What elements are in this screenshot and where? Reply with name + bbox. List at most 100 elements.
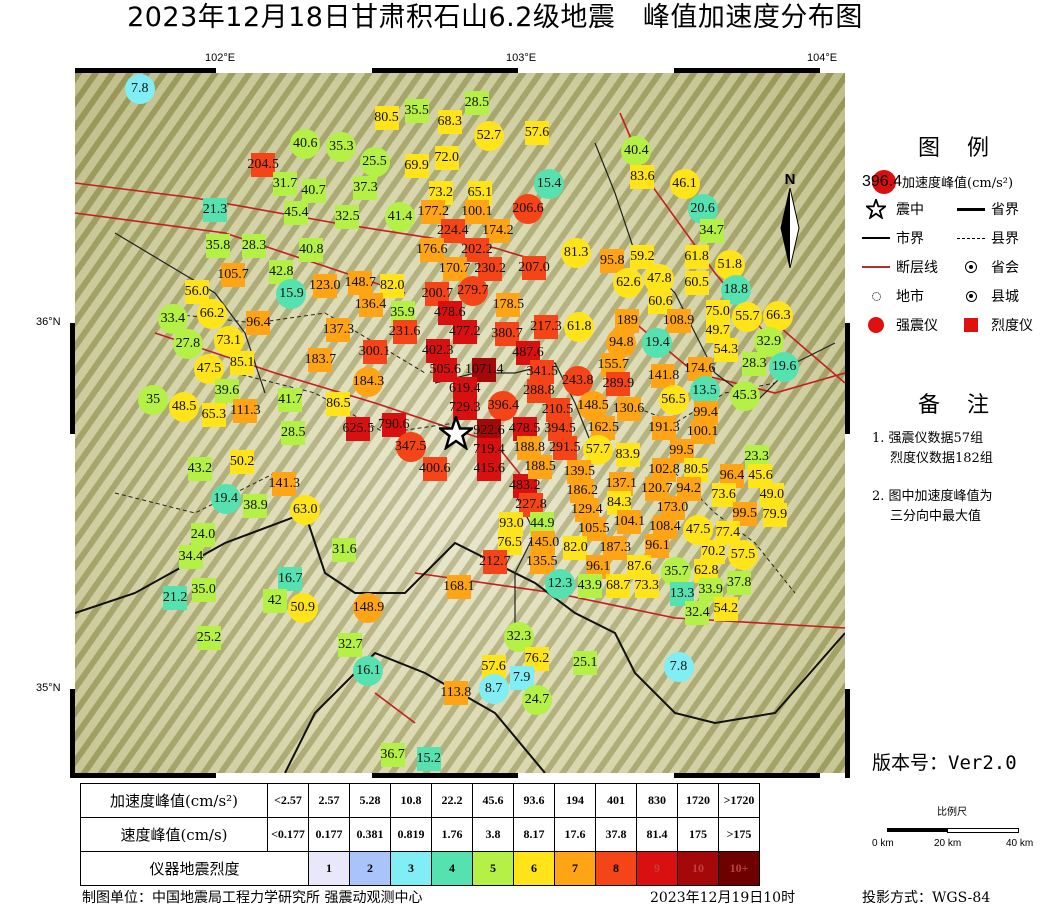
strong-motion-station[interactable]: 12.3 bbox=[544, 569, 575, 600]
intensity-meter-station[interactable]: 95.8 bbox=[600, 248, 625, 273]
intensity-meter-station[interactable]: 80.5 bbox=[374, 106, 399, 131]
strong-motion-station[interactable]: 48.5 bbox=[169, 392, 200, 423]
intensity-meter-station[interactable]: 21.3 bbox=[203, 197, 227, 222]
intensity-meter-station[interactable]: 85.1 bbox=[230, 351, 254, 376]
intensity-meter-station[interactable]: 86.5 bbox=[326, 391, 351, 416]
intensity-meter-station[interactable]: 83.6 bbox=[630, 164, 655, 189]
strong-motion-station[interactable]: 35.3 bbox=[326, 132, 357, 163]
intensity-meter-station[interactable]: 65.3 bbox=[202, 402, 226, 427]
strong-motion-station[interactable]: 7.8 bbox=[663, 652, 694, 683]
intensity-meter-station[interactable]: 37.8 bbox=[727, 570, 751, 595]
intensity-meter-station[interactable]: 36.7 bbox=[380, 742, 405, 767]
strong-motion-station[interactable]: 47.8 bbox=[644, 264, 675, 295]
intensity-meter-station[interactable]: 204.5 bbox=[247, 153, 279, 178]
strong-motion-station[interactable]: 206.6 bbox=[512, 193, 544, 224]
intensity-meter-station[interactable]: 40.7 bbox=[301, 179, 326, 204]
intensity-meter-station[interactable]: 68.3 bbox=[438, 110, 462, 135]
intensity-meter-station[interactable]: 729.3 bbox=[449, 395, 481, 420]
intensity-meter-station[interactable]: 28.5 bbox=[465, 91, 489, 116]
intensity-meter-station[interactable]: 61.8 bbox=[684, 245, 709, 270]
strong-motion-station[interactable]: 50.9 bbox=[287, 593, 318, 624]
strong-motion-station[interactable]: 55.7 bbox=[732, 301, 763, 332]
intensity-meter-station[interactable]: 108.9 bbox=[663, 308, 694, 333]
strong-motion-station[interactable]: 45.3 bbox=[729, 381, 760, 412]
intensity-meter-station[interactable]: 170.7 bbox=[439, 256, 470, 281]
intensity-meter-station[interactable]: 21.2 bbox=[163, 585, 187, 610]
intensity-meter-station[interactable]: 148.7 bbox=[344, 270, 376, 295]
intensity-meter-station[interactable]: 289.9 bbox=[603, 371, 634, 396]
strong-motion-station[interactable]: 8.7 bbox=[478, 674, 509, 705]
intensity-meter-station[interactable]: 174.2 bbox=[482, 218, 514, 243]
intensity-meter-station[interactable]: 32.5 bbox=[335, 204, 360, 229]
intensity-meter-station[interactable]: 35.0 bbox=[191, 578, 216, 603]
intensity-meter-station[interactable]: 224.4 bbox=[437, 218, 469, 243]
strong-motion-station[interactable]: 19.4 bbox=[642, 327, 673, 358]
intensity-meter-station[interactable]: 625.5 bbox=[343, 417, 374, 442]
strong-motion-station[interactable]: 63.0 bbox=[290, 494, 321, 525]
strong-motion-station[interactable]: 347.5 bbox=[395, 432, 426, 463]
intensity-meter-station[interactable]: 105.5 bbox=[578, 516, 610, 541]
intensity-meter-station[interactable]: 790.6 bbox=[378, 413, 410, 438]
intensity-meter-station[interactable]: 69.9 bbox=[404, 153, 429, 178]
strong-motion-station[interactable]: 56.5 bbox=[658, 384, 689, 415]
intensity-meter-station[interactable]: 230.2 bbox=[474, 256, 506, 281]
intensity-meter-station[interactable]: 32.7 bbox=[338, 633, 363, 658]
strong-motion-station[interactable]: 46.1 bbox=[669, 169, 700, 200]
strong-motion-station[interactable]: 62.6 bbox=[613, 267, 644, 298]
strong-motion-station[interactable]: 81.3 bbox=[561, 238, 592, 269]
intensity-meter-station[interactable]: 99.5 bbox=[732, 501, 757, 526]
intensity-meter-station[interactable]: 31.7 bbox=[273, 172, 297, 197]
intensity-meter-station[interactable]: 415.6 bbox=[473, 456, 505, 481]
intensity-meter-station[interactable]: 477.2 bbox=[449, 319, 481, 344]
intensity-meter-station[interactable]: 96.4 bbox=[246, 311, 271, 335]
intensity-meter-station[interactable]: 40.8 bbox=[299, 237, 324, 262]
intensity-meter-station[interactable]: 113.8 bbox=[440, 680, 471, 705]
strong-motion-station[interactable]: 66.2 bbox=[196, 298, 227, 329]
intensity-meter-station[interactable]: 41.7 bbox=[278, 387, 302, 412]
strong-motion-station[interactable]: 35 bbox=[138, 384, 169, 415]
intensity-meter-station[interactable]: 54.3 bbox=[714, 338, 738, 363]
intensity-meter-station[interactable]: 25.2 bbox=[197, 625, 221, 650]
intensity-meter-station[interactable]: 168.1 bbox=[443, 574, 475, 599]
strong-motion-station[interactable]: 19.4 bbox=[210, 483, 241, 514]
intensity-meter-station[interactable]: 73.6 bbox=[711, 482, 736, 507]
strong-motion-station[interactable]: 7.8 bbox=[124, 73, 155, 104]
intensity-meter-station[interactable]: 31.6 bbox=[332, 537, 357, 562]
intensity-meter-station[interactable]: 54.2 bbox=[714, 597, 738, 622]
intensity-meter-station[interactable]: 291.5 bbox=[549, 436, 581, 461]
intensity-meter-station[interactable]: 100.1 bbox=[687, 420, 718, 445]
strong-motion-station[interactable]: 396.4 bbox=[488, 391, 519, 422]
strong-motion-station[interactable]: 27.8 bbox=[172, 329, 203, 360]
intensity-meter-station[interactable]: 45.4 bbox=[284, 201, 309, 226]
intensity-meter-station[interactable]: 178.5 bbox=[493, 292, 524, 317]
intensity-meter-station[interactable]: 135.5 bbox=[526, 550, 558, 575]
intensity-meter-station[interactable]: 111.3 bbox=[230, 398, 261, 423]
intensity-meter-station[interactable]: 28.3 bbox=[742, 351, 767, 376]
intensity-meter-station[interactable]: 38.9 bbox=[243, 494, 268, 518]
strong-motion-station[interactable]: 73.1 bbox=[213, 326, 244, 357]
intensity-meter-station[interactable]: 186.2 bbox=[566, 478, 598, 503]
intensity-meter-station[interactable]: 82.0 bbox=[563, 535, 588, 560]
intensity-meter-station[interactable]: 34.7 bbox=[699, 219, 724, 244]
strong-motion-station[interactable]: 41.4 bbox=[385, 201, 416, 232]
intensity-meter-station[interactable]: 100.1 bbox=[461, 199, 493, 224]
intensity-meter-station[interactable]: 60.5 bbox=[684, 270, 709, 295]
intensity-meter-station[interactable]: 217.3 bbox=[530, 314, 562, 339]
intensity-meter-station[interactable]: 35.5 bbox=[404, 98, 429, 123]
intensity-meter-station[interactable]: 141.3 bbox=[268, 472, 300, 497]
intensity-meter-station[interactable]: 137.3 bbox=[323, 318, 354, 343]
strong-motion-station[interactable]: 148.9 bbox=[353, 593, 384, 624]
intensity-meter-station[interactable]: 37.3 bbox=[353, 175, 378, 200]
intensity-meter-station[interactable]: 104.1 bbox=[614, 509, 645, 534]
intensity-meter-station[interactable]: 79.9 bbox=[763, 503, 787, 528]
intensity-meter-station[interactable]: 35.8 bbox=[206, 234, 230, 259]
intensity-meter-station[interactable]: 141.8 bbox=[648, 364, 679, 389]
strong-motion-station[interactable]: 15.4 bbox=[534, 168, 565, 199]
intensity-meter-station[interactable]: 43.2 bbox=[188, 457, 212, 482]
intensity-meter-station[interactable]: 73.3 bbox=[634, 573, 659, 598]
intensity-meter-station[interactable]: 191.3 bbox=[648, 415, 680, 440]
strong-motion-station[interactable]: 52.7 bbox=[473, 121, 504, 152]
intensity-meter-station[interactable]: 15.2 bbox=[416, 746, 441, 771]
strong-motion-station[interactable]: 19.6 bbox=[769, 351, 800, 382]
strong-motion-station[interactable]: 61.8 bbox=[564, 311, 595, 342]
